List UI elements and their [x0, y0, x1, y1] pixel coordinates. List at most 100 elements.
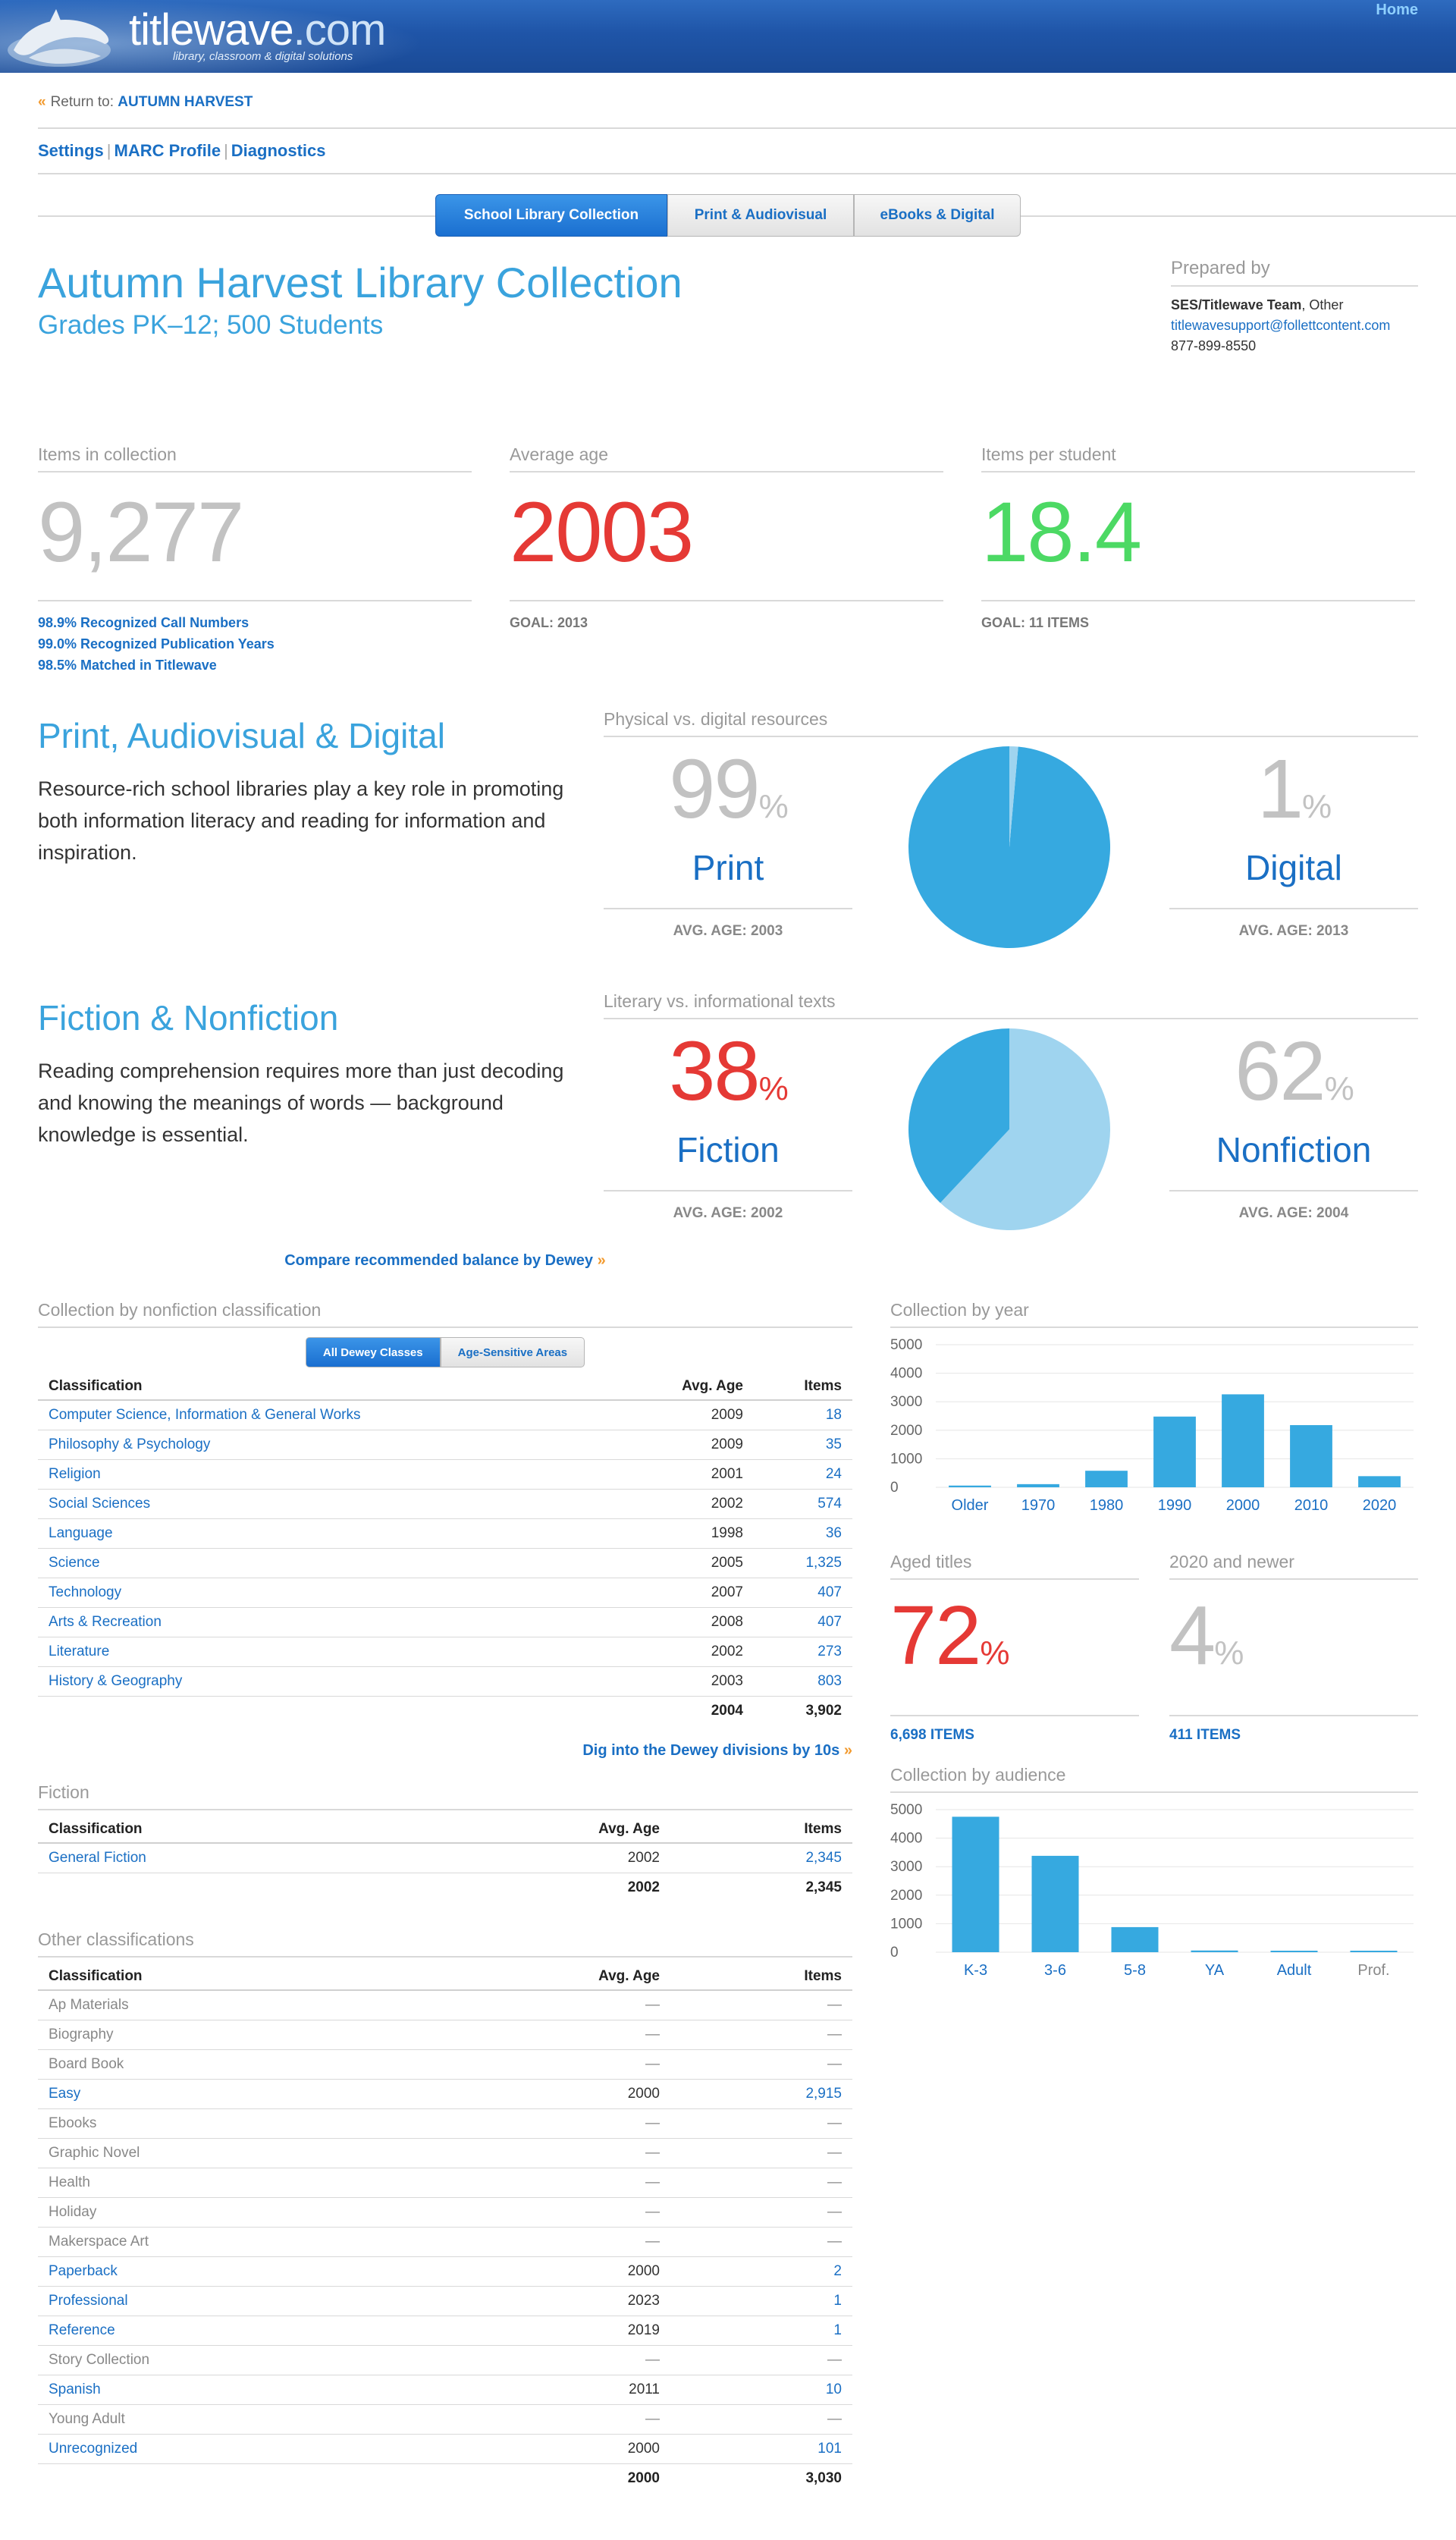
- table-row[interactable]: Paperback 2000 2: [38, 2256, 852, 2287]
- items-cell[interactable]: 803: [754, 1666, 852, 1697]
- items-cell[interactable]: 1: [670, 2316, 852, 2346]
- classification-cell[interactable]: Literature: [38, 1637, 632, 1667]
- classification-cell[interactable]: General Fiction: [38, 1843, 549, 1873]
- stat-notes[interactable]: 98.9% Recognized Call Numbers 99.0% Reco…: [38, 612, 472, 676]
- bar-3-6[interactable]: [1031, 1855, 1079, 1952]
- table-row[interactable]: Technology 2007 407: [38, 1578, 852, 1608]
- bar-1980[interactable]: [1085, 1471, 1128, 1487]
- bar-2010[interactable]: [1290, 1425, 1332, 1487]
- x-tick-label[interactable]: YA: [1205, 1962, 1225, 1979]
- dolphin-logo-icon[interactable]: [6, 5, 120, 70]
- table-row[interactable]: Health — —: [38, 2168, 852, 2198]
- items-cell[interactable]: 36: [754, 1518, 852, 1549]
- classification-cell[interactable]: Philosophy & Psychology: [38, 1430, 632, 1460]
- bar-older[interactable]: [949, 1485, 991, 1487]
- x-tick-label[interactable]: 2010: [1294, 1497, 1329, 1514]
- table-row[interactable]: Literature 2002 273: [38, 1637, 852, 1667]
- table-row[interactable]: Computer Science, Information & General …: [38, 1400, 852, 1430]
- items-cell[interactable]: 1,325: [754, 1548, 852, 1578]
- brand-logo-text[interactable]: titlewave.com: [129, 5, 386, 55]
- table-row[interactable]: History & Geography 2003 803: [38, 1666, 852, 1697]
- home-link[interactable]: Home: [1376, 2, 1418, 18]
- x-tick-label[interactable]: K-3: [964, 1962, 987, 1979]
- classification-cell[interactable]: Language: [38, 1518, 632, 1549]
- items-cell[interactable]: 2,915: [670, 2079, 852, 2109]
- table-row[interactable]: Professional 2023 1: [38, 2286, 852, 2316]
- classification-cell[interactable]: Reference: [38, 2316, 549, 2346]
- settings-link[interactable]: Settings: [38, 141, 104, 160]
- classification-cell[interactable]: Paperback: [38, 2256, 549, 2287]
- items-cell[interactable]: 273: [754, 1637, 852, 1667]
- table-row[interactable]: Holiday — —: [38, 2197, 852, 2228]
- classification-cell[interactable]: Technology: [38, 1578, 632, 1608]
- table-row[interactable]: Ap Materials — —: [38, 1990, 852, 2020]
- table-row[interactable]: Science 2005 1,325: [38, 1548, 852, 1578]
- bar-1970[interactable]: [1017, 1483, 1059, 1487]
- tab-print-audiovisual[interactable]: Print & Audiovisual: [667, 194, 854, 237]
- items-cell[interactable]: 407: [754, 1607, 852, 1637]
- table-row[interactable]: Reference 2019 1: [38, 2316, 852, 2346]
- x-tick-label[interactable]: 5-8: [1124, 1962, 1146, 1979]
- table-row[interactable]: Story Collection — —: [38, 2345, 852, 2375]
- classification-cell[interactable]: Social Sciences: [38, 1489, 632, 1519]
- table-row[interactable]: Spanish 2011 10: [38, 2375, 852, 2405]
- classification-cell[interactable]: Unrecognized: [38, 2434, 549, 2464]
- bar-k-3[interactable]: [952, 1816, 999, 1952]
- classification-cell[interactable]: Easy: [38, 2079, 549, 2109]
- x-tick-label[interactable]: 3-6: [1044, 1962, 1066, 1979]
- bar-5-8[interactable]: [1111, 1926, 1159, 1952]
- table-row[interactable]: Easy 2000 2,915: [38, 2079, 852, 2109]
- classification-cell[interactable]: Arts & Recreation: [38, 1607, 632, 1637]
- table-row[interactable]: Religion 2001 24: [38, 1459, 852, 1490]
- x-tick-label[interactable]: Older: [952, 1497, 989, 1514]
- table-row[interactable]: Language 1998 36: [38, 1518, 852, 1549]
- newer-items-link[interactable]: 411 ITEMS: [1169, 1727, 1241, 1743]
- items-cell[interactable]: 1: [670, 2286, 852, 2316]
- classification-cell[interactable]: History & Geography: [38, 1666, 632, 1697]
- x-tick-label[interactable]: 2000: [1226, 1497, 1260, 1514]
- note-call-numbers[interactable]: 98.9% Recognized Call Numbers: [38, 615, 249, 630]
- table-row[interactable]: Ebooks — —: [38, 2108, 852, 2139]
- table-row[interactable]: General Fiction 2002 2,345: [38, 1843, 852, 1873]
- tab-school-library-collection[interactable]: School Library Collection: [435, 194, 667, 237]
- items-cell[interactable]: 2,345: [670, 1843, 852, 1873]
- table-row[interactable]: Board Book — —: [38, 2049, 852, 2080]
- items-cell[interactable]: 2: [670, 2256, 852, 2287]
- classification-cell[interactable]: Professional: [38, 2286, 549, 2316]
- x-tick-label[interactable]: Adult: [1277, 1962, 1312, 1979]
- items-cell[interactable]: 407: [754, 1578, 852, 1608]
- table-row[interactable]: Philosophy & Psychology 2009 35: [38, 1430, 852, 1460]
- support-email-link[interactable]: titlewavesupport@follettcontent.com: [1171, 318, 1391, 333]
- items-cell[interactable]: 18: [754, 1400, 852, 1430]
- tab-all-dewey[interactable]: All Dewey Classes: [305, 1337, 441, 1367]
- x-tick-label[interactable]: 1990: [1158, 1497, 1192, 1514]
- bar-1990[interactable]: [1153, 1416, 1196, 1487]
- table-row[interactable]: Unrecognized 2000 101: [38, 2434, 852, 2464]
- note-matched[interactable]: 98.5% Matched in Titlewave: [38, 658, 217, 673]
- items-cell[interactable]: 10: [670, 2375, 852, 2405]
- table-row[interactable]: Graphic Novel — —: [38, 2138, 852, 2168]
- items-cell[interactable]: 35: [754, 1430, 852, 1460]
- bar-prof-[interactable]: [1350, 1951, 1398, 1952]
- items-cell[interactable]: 101: [670, 2434, 852, 2464]
- table-row[interactable]: Social Sciences 2002 574: [38, 1489, 852, 1519]
- compare-dewey-link[interactable]: Compare recommended balance by Dewey »: [284, 1252, 606, 1269]
- return-link[interactable]: AUTUMN HARVEST: [118, 94, 253, 110]
- tab-ebooks-digital[interactable]: eBooks & Digital: [854, 194, 1021, 237]
- tab-age-sensitive[interactable]: Age-Sensitive Areas: [440, 1337, 585, 1367]
- items-cell[interactable]: 574: [754, 1489, 852, 1519]
- classification-cell[interactable]: Spanish: [38, 2375, 549, 2405]
- classification-cell[interactable]: Science: [38, 1548, 632, 1578]
- classification-cell[interactable]: Computer Science, Information & General …: [38, 1400, 632, 1430]
- x-tick-label[interactable]: 2020: [1363, 1497, 1397, 1514]
- aged-items-link[interactable]: 6,698 ITEMS: [890, 1727, 974, 1743]
- diagnostics-link[interactable]: Diagnostics: [231, 141, 326, 160]
- bar-adult[interactable]: [1270, 1951, 1318, 1952]
- table-row[interactable]: Young Adult — —: [38, 2404, 852, 2435]
- bar-2020[interactable]: [1358, 1476, 1401, 1487]
- table-row[interactable]: Biography — —: [38, 2020, 852, 2050]
- note-pub-years[interactable]: 99.0% Recognized Publication Years: [38, 636, 275, 651]
- marc-profile-link[interactable]: MARC Profile: [114, 141, 221, 160]
- bar-2000[interactable]: [1222, 1394, 1264, 1487]
- dewey-divisions-link[interactable]: Dig into the Dewey divisions by 10s »: [582, 1742, 852, 1759]
